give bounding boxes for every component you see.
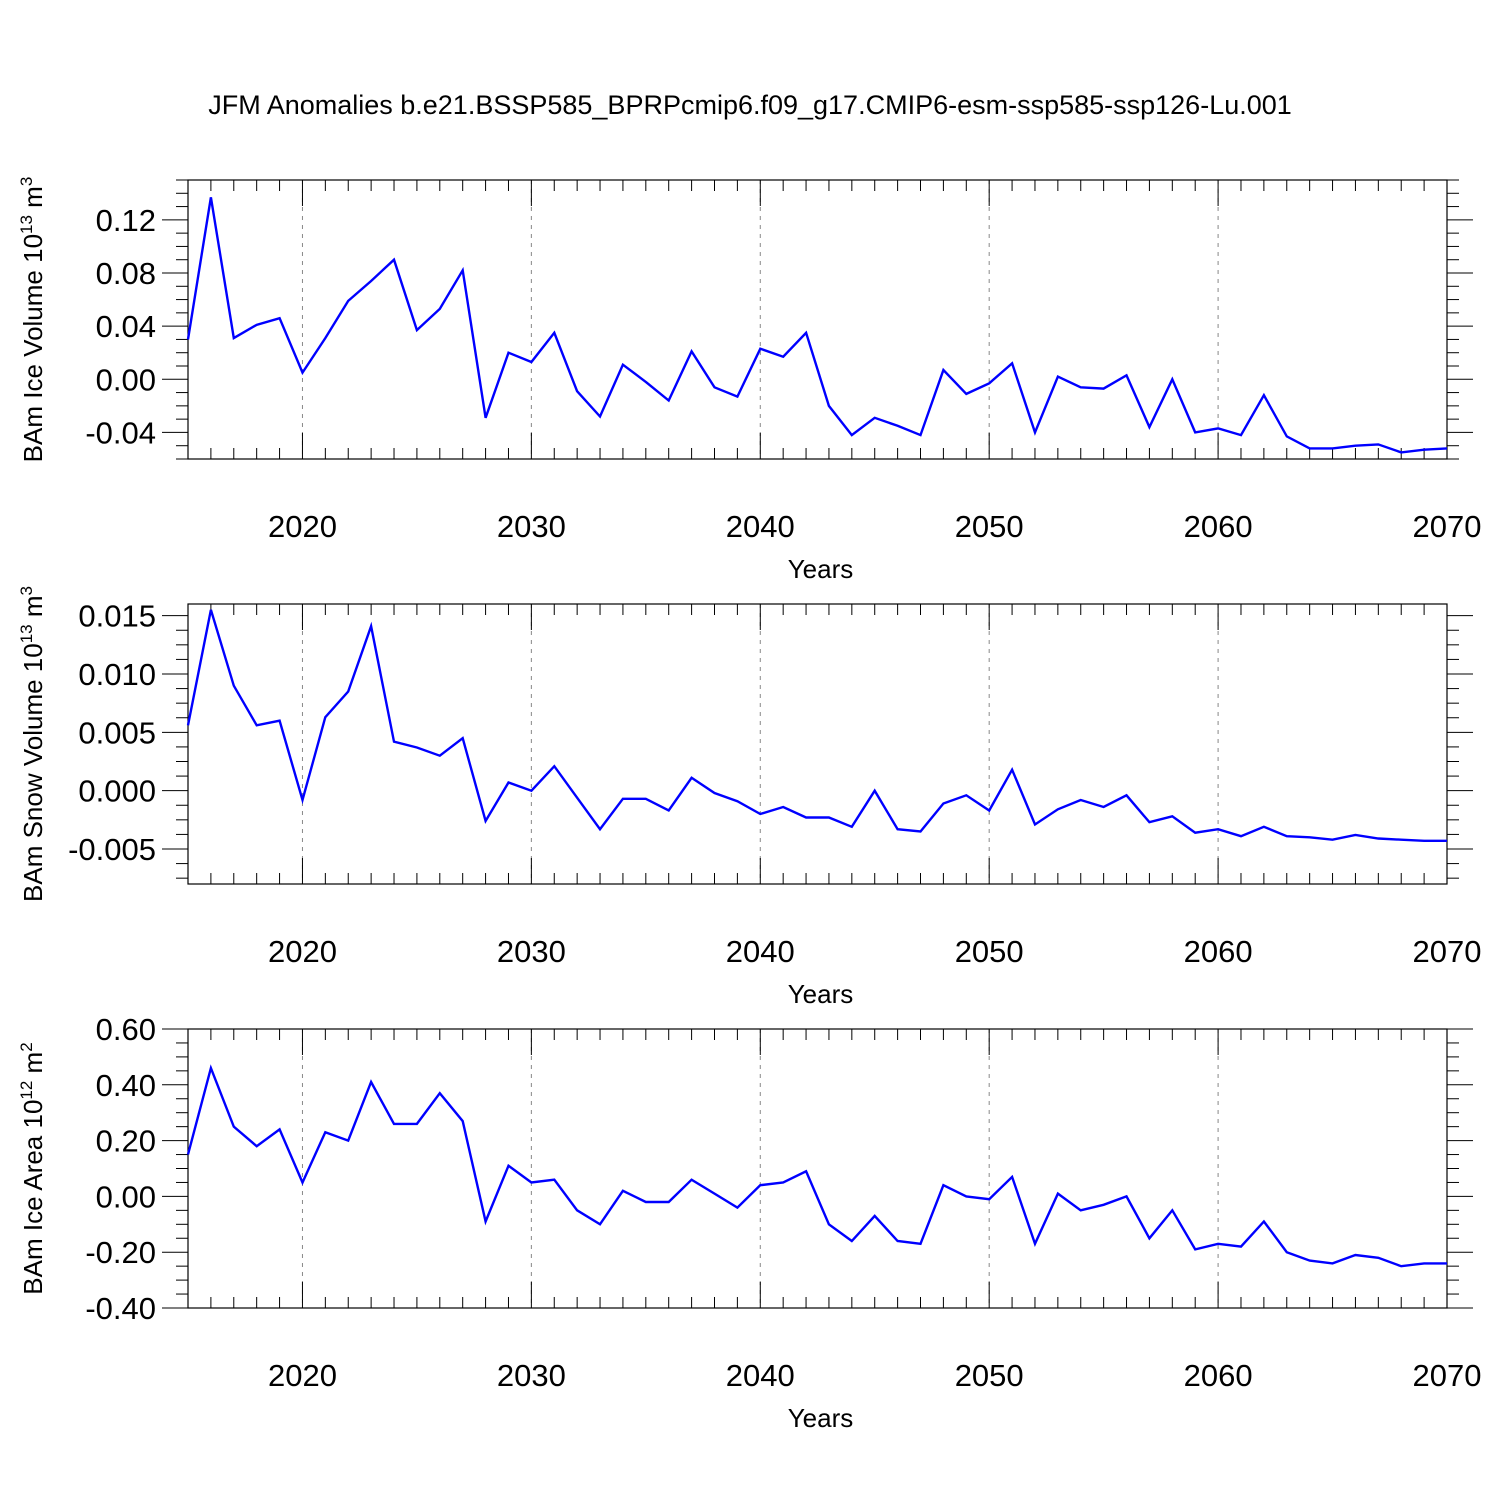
series-line [186, 197, 1448, 454]
x-tick-label: 2020 [268, 509, 337, 544]
y-axis-label-text: BAm Ice Area 10 [18, 1100, 48, 1295]
y-axis-label-unit-exponent: 2 [17, 1042, 36, 1051]
y-tick-label: 0.005 [78, 715, 156, 750]
x-tick-label: 2070 [1413, 1358, 1482, 1393]
series-line [186, 609, 1447, 842]
y-tick-label: 0.60 [96, 1012, 156, 1047]
y-axis-label-unit: m [18, 595, 48, 624]
x-tick-label: 2020 [268, 1358, 337, 1393]
x-tick-label: 2050 [955, 509, 1024, 544]
y-axis-label-exponent: 13 [17, 215, 36, 234]
x-tick-label: 2050 [955, 934, 1024, 969]
y-tick-label: -0.04 [85, 415, 156, 450]
y-tick-label: 0.12 [96, 203, 156, 238]
x-tick-label: 2030 [497, 1358, 566, 1393]
plot-frame [187, 179, 1448, 460]
x-tick-label: 2030 [497, 934, 566, 969]
x-tick-label: 2020 [268, 934, 337, 969]
y-tick-label: 0.000 [78, 774, 156, 809]
y-axis-label: BAm Ice Area 1012 m2 [17, 1042, 48, 1294]
x-axis-label: Years [788, 554, 854, 584]
x-tick-label: 2040 [726, 934, 795, 969]
panel-3: -0.40 -0.20 0.00 0.20 0.40 0.60 2020 2030 2040 20… [17, 1012, 1481, 1433]
x-tick-label: 2040 [726, 1358, 795, 1393]
y-tick-label: -0.40 [85, 1291, 156, 1326]
y-axis-label-text: BAm Snow Volume 10 [18, 643, 48, 902]
y-axis-label-unit-exponent: 3 [17, 177, 36, 186]
y-axis-label-exponent: 13 [17, 624, 36, 643]
plot-frame [187, 603, 1448, 885]
x-tick-label: 2060 [1184, 1358, 1253, 1393]
y-tick-label: -0.005 [68, 832, 156, 867]
x-axis-label: Years [788, 1403, 854, 1433]
y-tick-label: 0.00 [96, 362, 156, 397]
y-tick-label: 0.20 [96, 1124, 156, 1159]
x-tick-label: 2030 [497, 509, 566, 544]
y-tick-label: 0.08 [96, 256, 156, 291]
y-axis-label: BAm Snow Volume 1013 m3 [17, 586, 48, 902]
y-axis-label-exponent: 12 [17, 1081, 36, 1100]
y-axis-label-unit: m [18, 1052, 48, 1081]
y-axis-label-unit: m [18, 186, 48, 215]
x-tick-label: 2070 [1413, 934, 1482, 969]
panel-1: -0.04 0.00 0.04 0.08 0.12 2020 2030 2040 2050 206… [17, 177, 1481, 584]
x-tick-label: 2070 [1413, 509, 1482, 544]
y-axis-label: BAm Ice Volume 1013 m3 [17, 177, 48, 463]
y-tick-label: 0.015 [78, 599, 156, 634]
x-tick-label: 2040 [726, 509, 795, 544]
y-tick-label: 0.00 [96, 1179, 156, 1214]
panel-2: -0.005 0.000 0.005 0.010 0.015 2020 2030 2040 20… [17, 586, 1481, 1009]
y-tick-label: -0.20 [85, 1235, 156, 1270]
plot-frame [187, 1028, 1448, 1309]
y-tick-label: 0.010 [78, 657, 156, 692]
figure-title: JFM Anomalies b.e21.BSSP585_BPRPcmip6.f0… [208, 90, 1292, 120]
x-tick-label: 2060 [1184, 934, 1253, 969]
series-line [186, 1064, 1447, 1268]
y-axis-label-text: BAm Ice Volume 10 [18, 234, 48, 462]
y-tick-label: 0.40 [96, 1068, 156, 1103]
y-tick-label: 0.04 [96, 309, 156, 344]
x-tick-label: 2050 [955, 1358, 1024, 1393]
y-axis-label-unit-exponent: 3 [17, 586, 36, 595]
x-axis-label: Years [788, 979, 854, 1009]
x-tick-label: 2060 [1184, 509, 1253, 544]
